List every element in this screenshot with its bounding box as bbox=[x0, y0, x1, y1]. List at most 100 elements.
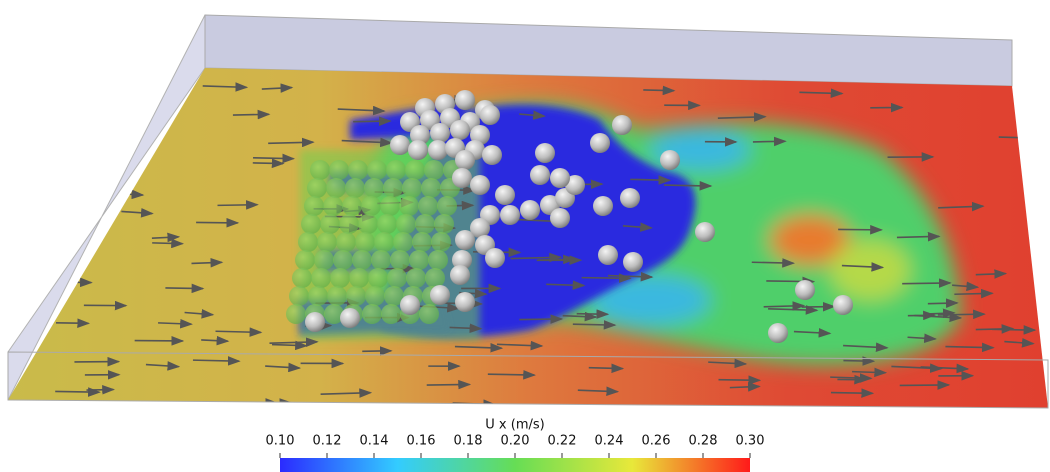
embedded-sphere bbox=[390, 250, 410, 270]
embedded-sphere bbox=[365, 286, 385, 306]
flow-arrow bbox=[719, 380, 760, 381]
flow-arrow bbox=[353, 121, 390, 122]
particle bbox=[455, 292, 475, 312]
embedded-sphere bbox=[307, 178, 327, 198]
flow-arrow bbox=[928, 313, 954, 314]
embedded-sphere bbox=[386, 160, 406, 180]
particle bbox=[455, 90, 475, 110]
flow-arrow bbox=[165, 288, 202, 289]
embedded-sphere bbox=[387, 268, 407, 288]
flow-arrow bbox=[55, 391, 99, 392]
colorbar-tick-label: 0.16 bbox=[407, 434, 436, 449]
embedded-sphere bbox=[415, 214, 435, 234]
embedded-sphere bbox=[364, 178, 384, 198]
flow-arrow bbox=[82, 116, 107, 118]
flow-arrow bbox=[897, 236, 939, 237]
flow-arrow bbox=[902, 283, 950, 284]
flow-arrow bbox=[843, 361, 873, 362]
particle bbox=[450, 120, 470, 140]
particle bbox=[590, 133, 610, 153]
embedded-sphere bbox=[295, 250, 315, 270]
embedded-sphere bbox=[431, 232, 451, 252]
flow-arrow bbox=[56, 323, 88, 324]
particle bbox=[500, 205, 520, 225]
embedded-sphere bbox=[333, 250, 353, 270]
particle bbox=[550, 208, 570, 228]
flow-arrow bbox=[86, 390, 113, 391]
particle bbox=[795, 280, 815, 300]
embedded-sphere bbox=[383, 178, 403, 198]
flow-arrow bbox=[108, 131, 140, 132]
colorbar-tick-label: 0.14 bbox=[360, 434, 389, 449]
flow-arrow bbox=[752, 262, 794, 263]
embedded-sphere bbox=[412, 232, 432, 252]
embedded-sphere bbox=[342, 196, 362, 216]
embedded-sphere bbox=[348, 160, 368, 180]
colorbar-tick-label: 0.28 bbox=[689, 434, 718, 449]
embedded-sphere bbox=[345, 178, 365, 198]
colorbar-tick-label: 0.20 bbox=[501, 434, 530, 449]
colorbar-tick-label: 0.10 bbox=[266, 434, 295, 449]
flow-arrow bbox=[216, 331, 261, 332]
embedded-sphere bbox=[367, 160, 387, 180]
flow-arrow bbox=[992, 329, 1035, 330]
embedded-sphere bbox=[362, 304, 382, 324]
particle bbox=[535, 143, 555, 163]
particle bbox=[485, 248, 505, 268]
particle bbox=[390, 135, 410, 155]
embedded-sphere bbox=[326, 178, 346, 198]
embedded-sphere bbox=[371, 250, 391, 270]
embedded-sphere bbox=[329, 160, 349, 180]
colorbar-tick-label: 0.26 bbox=[642, 434, 671, 449]
particle bbox=[430, 123, 450, 143]
particle bbox=[660, 150, 680, 170]
embedded-sphere bbox=[330, 268, 350, 288]
embedded-sphere bbox=[396, 214, 416, 234]
particle bbox=[428, 140, 448, 160]
embedded-sphere bbox=[314, 250, 334, 270]
flow-arrow bbox=[938, 314, 984, 315]
embedded-sphere bbox=[419, 304, 439, 324]
colorbar-tick-label: 0.24 bbox=[595, 434, 624, 449]
particle bbox=[833, 295, 853, 315]
flow-arrow bbox=[193, 360, 239, 361]
flow-arrow bbox=[730, 386, 759, 387]
flow-arrow bbox=[573, 324, 615, 325]
particle bbox=[612, 115, 632, 135]
colorbar: 0.100.120.140.160.180.200.220.240.260.28… bbox=[266, 434, 765, 472]
embedded-sphere bbox=[317, 232, 337, 252]
embedded-sphere bbox=[349, 268, 369, 288]
embedded-sphere bbox=[355, 232, 375, 252]
embedded-sphere bbox=[320, 214, 340, 234]
particle bbox=[598, 245, 618, 265]
colorbar-tick-label: 0.12 bbox=[313, 434, 342, 449]
flow-arrow bbox=[802, 307, 834, 308]
cfd-view: U x (m/s) 0.100.120.140.160.180.200.220.… bbox=[0, 0, 1050, 472]
flow-arrow bbox=[74, 93, 101, 94]
flow-arrow bbox=[664, 185, 711, 186]
embedded-sphere bbox=[424, 160, 444, 180]
flow-arrow bbox=[253, 163, 283, 164]
embedded-sphere bbox=[346, 286, 366, 306]
embedded-sphere bbox=[428, 250, 448, 270]
particle bbox=[450, 265, 470, 285]
flow-arrow bbox=[488, 374, 535, 375]
colorbar-title: U x (m/s) bbox=[485, 418, 544, 433]
flow-arrow bbox=[945, 347, 993, 348]
flow-arrow bbox=[577, 314, 608, 315]
embedded-sphere bbox=[406, 268, 426, 288]
embedded-sphere bbox=[311, 268, 331, 288]
particle bbox=[768, 323, 788, 343]
particle bbox=[495, 185, 515, 205]
flow-arrow bbox=[630, 179, 669, 180]
embedded-sphere bbox=[377, 214, 397, 234]
embedded-sphere bbox=[339, 214, 359, 234]
embedded-sphere bbox=[286, 304, 306, 324]
particle bbox=[620, 188, 640, 208]
flow-arrow bbox=[582, 278, 630, 279]
flow-arrow bbox=[519, 319, 561, 320]
particle bbox=[305, 312, 325, 332]
particle bbox=[550, 168, 570, 188]
flow-arrow bbox=[233, 114, 269, 115]
particle bbox=[695, 222, 715, 242]
